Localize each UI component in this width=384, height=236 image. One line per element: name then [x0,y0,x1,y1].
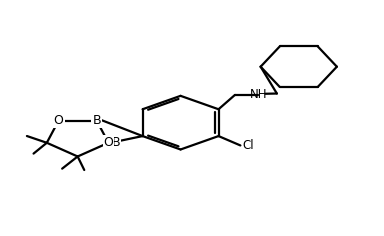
Text: O: O [54,114,63,127]
Text: O: O [104,136,113,149]
Text: B: B [93,114,101,127]
Text: B: B [111,135,120,148]
Text: NH: NH [250,88,267,101]
Text: Cl: Cl [242,139,253,152]
